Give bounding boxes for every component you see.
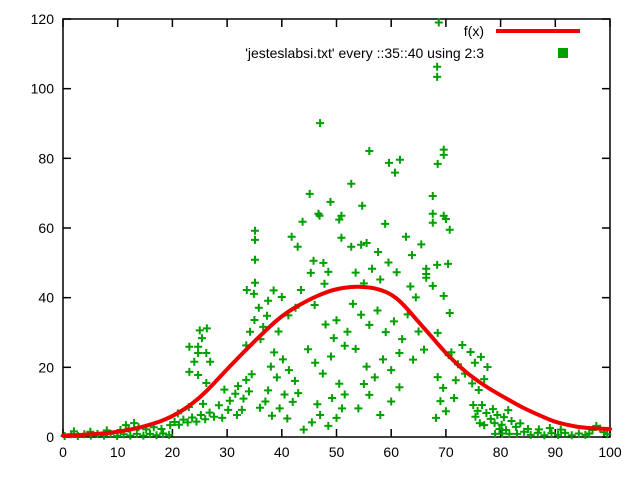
x-axis-tick-label: 90 (548, 444, 564, 460)
legend-datafile-label: 'jesteslabsi.txt' every ::35::40 using 2… (245, 45, 484, 61)
x-axis-tick-label: 40 (274, 444, 290, 460)
x-axis-tick-label: 0 (59, 444, 67, 460)
x-axis-tick-label: 60 (383, 444, 399, 460)
y-axis-tick-label: 100 (31, 81, 55, 97)
plus-marker-icon (558, 48, 568, 58)
legend-fx-label: f(x) (463, 23, 484, 39)
y-axis-tick-label: 20 (38, 359, 54, 375)
scatter-points (60, 18, 612, 440)
x-axis-tick-label: 100 (598, 444, 622, 460)
y-axis-tick-label: 60 (38, 220, 54, 236)
red-line-icon (496, 29, 580, 33)
fx-curve (61, 284, 612, 438)
legend: f(x) 'jesteslabsi.txt' every ::35::40 us… (245, 20, 580, 64)
plot-border (62, 18, 611, 438)
legend-datafile-sample (496, 46, 580, 60)
legend-row-fx: f(x) (245, 20, 580, 42)
y-axis-tick-label: 0 (46, 429, 54, 445)
x-axis-tick-label: 80 (493, 444, 509, 460)
x-axis-tick-label: 70 (438, 444, 454, 460)
y-axis-tick-label: 120 (31, 11, 55, 27)
y-axis-tick-label: 40 (38, 290, 54, 306)
legend-row-datafile: 'jesteslabsi.txt' every ::35::40 using 2… (245, 42, 580, 64)
y-axis-tick-label: 80 (38, 150, 54, 166)
legend-fx-sample (496, 24, 580, 38)
x-axis-tick-label: 20 (165, 444, 181, 460)
x-axis-tick-label: 30 (219, 444, 235, 460)
x-axis-tick-label: 50 (329, 444, 345, 460)
x-axis-tick-label: 10 (110, 444, 126, 460)
